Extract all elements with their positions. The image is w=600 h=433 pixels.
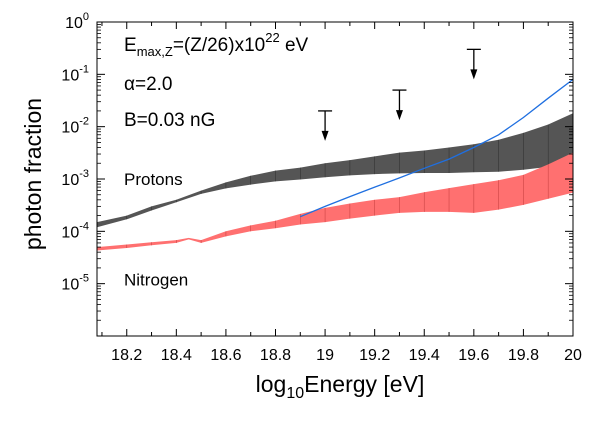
alpha-annotation: α=2.0 [124,74,173,95]
x-tick-label: 18.4 [161,347,192,364]
y-tick-label: 100 [65,11,89,32]
band-label-protons: Protons [124,170,183,189]
y-tick-label: 10-1 [61,63,89,84]
y-tick-label: 10-4 [61,220,89,241]
x-tick-label: 19.8 [508,347,539,364]
x-tick-label: 18.8 [260,347,291,364]
photon-fraction-line [300,78,574,218]
band-protons [97,113,573,228]
y-tick-label: 10-2 [61,116,89,137]
x-tick-label: 19.4 [409,347,440,364]
x-tick-label: 19.6 [458,347,489,364]
b-field-annotation: B=0.03 nG [124,110,215,131]
bands-layer [97,113,573,251]
y-tick-label: 10-5 [61,273,89,294]
x-tick-label: 20 [564,347,582,364]
ticks-layer: Protons Nitrogen 18.2 18.4 18.6 18.8 19 19.2 19.… [61,11,582,364]
x-axis-title: log10Energy [eV] [256,371,425,402]
x-tick-label: 19 [316,347,334,364]
band-label-nitrogen: Nitrogen [124,271,188,290]
x-tick-label: 18.2 [111,347,142,364]
lines-layer [300,78,574,218]
upper-limit-arrow [466,48,481,80]
band-nitrogen [97,152,573,251]
upper-limit-arrow [318,110,333,141]
upper-limit-arrow [392,89,407,121]
y-axis-title: photon fraction [20,98,46,250]
x-tick-label: 19.2 [359,347,390,364]
upper-limits-layer [318,48,481,141]
emax-annotation: Emax,Z=(Z/26)x1022 eV [124,30,309,59]
x-tick-label: 18.6 [210,347,241,364]
y-tick-label: 10-3 [61,168,89,189]
